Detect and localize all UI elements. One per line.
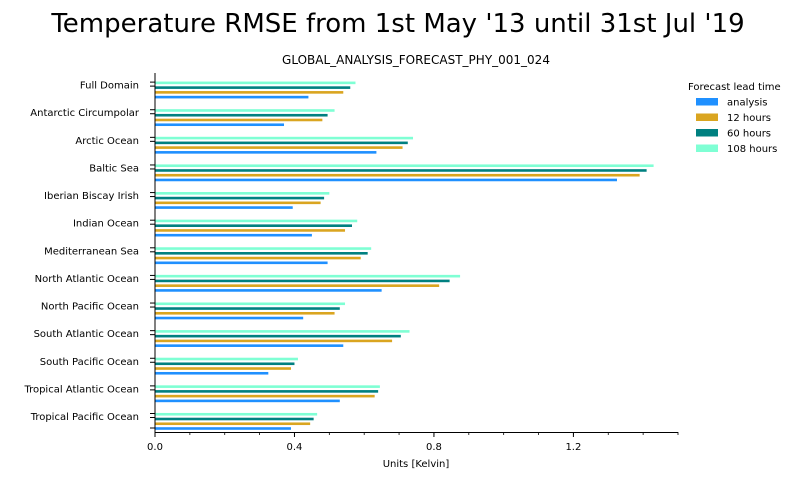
- y-tick-label: Indian Ocean: [73, 219, 139, 230]
- bar-indian-ocean-60-hours: [155, 224, 352, 227]
- y-tick-label: Arctic Ocean: [75, 136, 139, 147]
- bar-mediterranean-sea-60-hours: [155, 252, 368, 255]
- bar-tropical-atlantic-ocean-60-hours: [155, 390, 379, 393]
- y-tick-label: Mediterranean Sea: [44, 246, 139, 257]
- bar-iberian-biscay-irish-12-hours: [155, 201, 321, 205]
- bar-south-pacific-ocean-analysis: [155, 371, 269, 375]
- bar-baltic-sea-12-hours: [155, 173, 640, 177]
- bar-arctic-ocean-108-hours: [155, 136, 414, 140]
- chart-title: Temperature RMSE from 1st May '13 until …: [50, 9, 744, 39]
- bars-group: [155, 81, 654, 430]
- y-tick-label: Iberian Biscay Irish: [44, 191, 139, 202]
- bar-antarctic-circumpolar-12-hours: [155, 118, 323, 122]
- legend-swatch: [696, 113, 718, 121]
- bar-mediterranean-sea-108-hours: [155, 247, 372, 250]
- bar-north-atlantic-ocean-analysis: [155, 289, 382, 292]
- bar-tropical-atlantic-ocean-12-hours: [155, 394, 375, 398]
- bar-north-pacific-ocean-12-hours: [155, 311, 335, 315]
- legend-title: Forecast lead time: [688, 82, 781, 93]
- bar-tropical-pacific-ocean-108-hours: [155, 412, 318, 416]
- bar-antarctic-circumpolar-analysis: [155, 123, 285, 127]
- y-axis: Full Domain Antarctic Circumpolar Arctic O…: [23, 73, 156, 432]
- legend-label: 60 hours: [727, 129, 771, 140]
- bar-mediterranean-sea-12-hours: [155, 256, 361, 260]
- x-axis-label: Units [Kelvin]: [383, 459, 450, 470]
- y-tick-label: Full Domain: [80, 81, 139, 92]
- legend-swatch: [696, 129, 718, 137]
- y-tick-label: North Pacific Ocean: [41, 302, 139, 313]
- bar-tropical-atlantic-ocean-108-hours: [155, 385, 380, 388]
- bar-baltic-sea-60-hours: [155, 169, 647, 172]
- bar-arctic-ocean-analysis: [155, 151, 377, 154]
- bar-north-atlantic-ocean-12-hours: [155, 284, 440, 287]
- bar-iberian-biscay-irish-60-hours: [155, 196, 325, 200]
- bar-north-pacific-ocean-60-hours: [155, 307, 340, 310]
- bar-full-domain-analysis: [155, 95, 309, 99]
- y-tick-label: South Pacific Ocean: [40, 357, 139, 368]
- bar-south-pacific-ocean-108-hours: [155, 357, 298, 361]
- y-tick-label: Antarctic Circumpolar: [30, 108, 140, 119]
- legend: Forecast lead time analysis 12 hours 60 ho…: [688, 82, 781, 155]
- legend-swatch: [696, 98, 718, 106]
- x-tick-label: 0.4: [287, 442, 303, 453]
- bar-iberian-biscay-irish-108-hours: [155, 192, 330, 195]
- bar-iberian-biscay-irish-analysis: [155, 206, 293, 209]
- bar-north-atlantic-ocean-60-hours: [155, 279, 450, 283]
- bar-north-pacific-ocean-analysis: [155, 316, 304, 320]
- bar-south-atlantic-ocean-analysis: [155, 344, 344, 347]
- x-axis: 0.0 0.4 0.8 1.2: [147, 432, 679, 453]
- bar-mediterranean-sea-analysis: [155, 261, 328, 265]
- bar-arctic-ocean-60-hours: [155, 141, 408, 145]
- y-tick-label: Tropical Atlantic Ocean: [23, 384, 139, 395]
- bar-tropical-pacific-ocean-analysis: [155, 427, 291, 430]
- bar-south-atlantic-ocean-12-hours: [155, 339, 393, 343]
- y-tick-label: North Atlantic Ocean: [35, 274, 139, 285]
- bar-antarctic-circumpolar-60-hours: [155, 113, 328, 117]
- y-tick-label: Baltic Sea: [89, 163, 139, 174]
- x-tick-label: 0.0: [147, 442, 163, 453]
- bar-north-atlantic-ocean-108-hours: [155, 274, 461, 278]
- bar-arctic-ocean-12-hours: [155, 146, 403, 149]
- bar-south-atlantic-ocean-60-hours: [155, 334, 401, 338]
- bar-south-pacific-ocean-60-hours: [155, 362, 295, 366]
- bar-south-pacific-ocean-12-hours: [155, 367, 291, 370]
- bar-full-domain-12-hours: [155, 91, 344, 94]
- chart-subtitle: GLOBAL_ANALYSIS_FORECAST_PHY_001_024: [282, 53, 550, 67]
- y-tick-label: South Atlantic Ocean: [34, 329, 139, 340]
- legend-swatch: [696, 144, 718, 152]
- bar-antarctic-circumpolar-108-hours: [155, 109, 335, 112]
- bar-indian-ocean-analysis: [155, 233, 312, 237]
- bar-baltic-sea-108-hours: [155, 164, 654, 168]
- bar-indian-ocean-108-hours: [155, 219, 358, 223]
- bar-baltic-sea-analysis: [155, 178, 617, 182]
- bar-full-domain-60-hours: [155, 86, 351, 89]
- legend-label: 12 hours: [727, 113, 771, 124]
- bar-south-atlantic-ocean-108-hours: [155, 330, 410, 333]
- legend-label: 108 hours: [727, 144, 777, 155]
- x-tick-label: 0.8: [426, 442, 442, 453]
- bar-tropical-pacific-ocean-60-hours: [155, 417, 314, 421]
- y-tick-label: Tropical Pacific Ocean: [30, 412, 139, 423]
- bar-north-pacific-ocean-108-hours: [155, 302, 346, 306]
- x-tick-label: 1.2: [565, 442, 581, 453]
- bar-tropical-atlantic-ocean-analysis: [155, 399, 340, 403]
- bar-indian-ocean-12-hours: [155, 229, 346, 232]
- bar-tropical-pacific-ocean-12-hours: [155, 422, 311, 426]
- bar-full-domain-108-hours: [155, 81, 356, 85]
- legend-label: analysis: [727, 98, 768, 109]
